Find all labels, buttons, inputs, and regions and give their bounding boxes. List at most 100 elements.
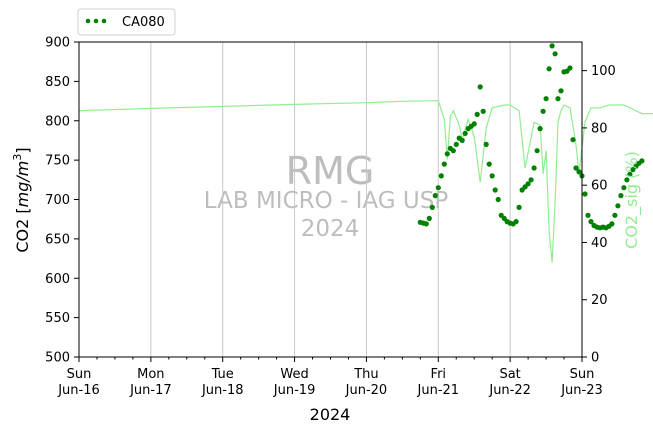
y-axis-title-sup: 3 xyxy=(11,154,24,161)
x-tick-day: Sun xyxy=(67,367,92,382)
grid-lines xyxy=(150,42,511,357)
co2-point xyxy=(543,96,549,102)
co2-sig-line xyxy=(78,100,653,263)
x-tick-date: Jun-17 xyxy=(129,383,172,398)
y-axis-title-suffix: ] xyxy=(13,147,32,153)
y-axis-left: 500 550 600 650 700 750 800 850 900 xyxy=(45,36,79,366)
y-tick-label: 500 xyxy=(45,351,70,366)
co2-point xyxy=(621,185,627,191)
co2-point xyxy=(495,196,501,203)
y-axis-title: CO2 [mg/m3] xyxy=(11,147,32,252)
x-tick-date: Jun-16 xyxy=(57,383,100,398)
co2-point xyxy=(474,111,480,117)
y-tick-label: 850 xyxy=(45,75,70,90)
x-tick-day: Thu xyxy=(353,367,378,382)
y-tick-label: 600 xyxy=(45,272,70,287)
co2-point xyxy=(615,203,621,209)
co2-point xyxy=(513,219,519,225)
co2-point xyxy=(459,137,465,143)
co2-point xyxy=(444,151,450,157)
legend-box xyxy=(77,8,176,36)
co2-point xyxy=(624,177,630,183)
co2-point xyxy=(492,187,498,193)
co2-point xyxy=(483,141,489,147)
co2-point xyxy=(486,161,492,167)
legend-marker-2 xyxy=(93,18,99,24)
x-tick-date: Jun-19 xyxy=(273,383,316,398)
co2-sig-series xyxy=(78,100,653,263)
legend-marker-1 xyxy=(85,18,91,24)
co2-point xyxy=(525,181,531,187)
y2-tick-label: 60 xyxy=(591,179,608,194)
co2-point xyxy=(558,88,564,94)
co2-point xyxy=(540,108,546,114)
co2-point xyxy=(552,51,558,57)
y2-tick-label: 80 xyxy=(591,121,608,136)
y-axis-title-unit: mg/m xyxy=(13,161,32,208)
x-tick-date: Jun-23 xyxy=(560,383,603,398)
y-tick-label: 550 xyxy=(45,311,70,326)
y2-tick-label: 20 xyxy=(591,293,608,308)
legend-marker-3 xyxy=(101,18,107,24)
y-axis-right: 0 20 40 60 80 100 xyxy=(582,64,616,366)
co2-point xyxy=(639,158,645,164)
co2-point xyxy=(423,221,429,227)
co2-point xyxy=(567,65,573,71)
co2-point xyxy=(435,185,441,191)
co2-point xyxy=(426,215,432,221)
x-tick-date: Jun-21 xyxy=(417,383,460,398)
co2-point xyxy=(549,43,555,49)
co2-point xyxy=(627,171,633,177)
x-tick-day: Wed xyxy=(280,367,308,382)
y-tick-label: 650 xyxy=(45,232,70,247)
x-tick-date: Jun-18 xyxy=(201,383,244,398)
x-axis-title: 2024 xyxy=(310,405,351,424)
co2-point xyxy=(429,204,435,210)
co2-point xyxy=(441,161,447,167)
co2-point xyxy=(471,121,477,127)
legend-label: CA080 xyxy=(122,15,165,30)
co2-point xyxy=(453,141,459,147)
x-tick-date: Jun-20 xyxy=(345,383,388,398)
y-axis-title-prefix: CO2 [ xyxy=(13,207,32,252)
co2-point xyxy=(528,177,534,183)
co2-point xyxy=(462,130,468,136)
y-tick-label: 800 xyxy=(45,114,70,129)
x-tick-day: Fri xyxy=(431,367,447,382)
watermark-line1: RMG xyxy=(286,149,375,193)
co2-point xyxy=(576,169,582,175)
co2-point xyxy=(612,212,618,218)
y2-tick-label: 100 xyxy=(591,64,616,79)
co2-point xyxy=(489,173,495,179)
x-tick-day: Sun xyxy=(570,367,595,382)
co2-point xyxy=(546,66,552,72)
co2-point xyxy=(582,191,588,197)
y-tick-label: 750 xyxy=(45,154,70,169)
x-tick-day: Mon xyxy=(137,367,164,382)
co2-point xyxy=(450,148,456,154)
co2-point xyxy=(477,84,483,90)
x-tick-day: Sat xyxy=(499,367,520,382)
co2-point xyxy=(534,148,540,154)
co2-point xyxy=(573,165,579,171)
x-tick-day: Tue xyxy=(211,367,234,382)
watermark-line3: 2024 xyxy=(301,216,360,242)
co2-point xyxy=(432,193,438,199)
co2-ca080-series xyxy=(417,43,645,231)
legend: CA080 xyxy=(77,8,176,36)
x-tick-date: Jun-22 xyxy=(488,383,531,398)
co2-point xyxy=(555,96,561,102)
co2-point xyxy=(570,137,576,143)
y-tick-label: 900 xyxy=(45,36,70,51)
y2-tick-label: 40 xyxy=(591,236,608,251)
co2-point xyxy=(585,212,591,218)
y-tick-label: 700 xyxy=(45,193,70,208)
y2-tick-label: 0 xyxy=(591,351,599,366)
watermark-line2: LAB MICRO - IAG USP xyxy=(204,188,449,214)
co2-point xyxy=(537,126,543,132)
y2-axis-title: CO2_sig (%) xyxy=(622,151,642,249)
co2-point xyxy=(480,108,486,114)
watermark: RMG LAB MICRO - IAG USP 2024 xyxy=(204,149,449,242)
co2-point xyxy=(516,204,522,210)
